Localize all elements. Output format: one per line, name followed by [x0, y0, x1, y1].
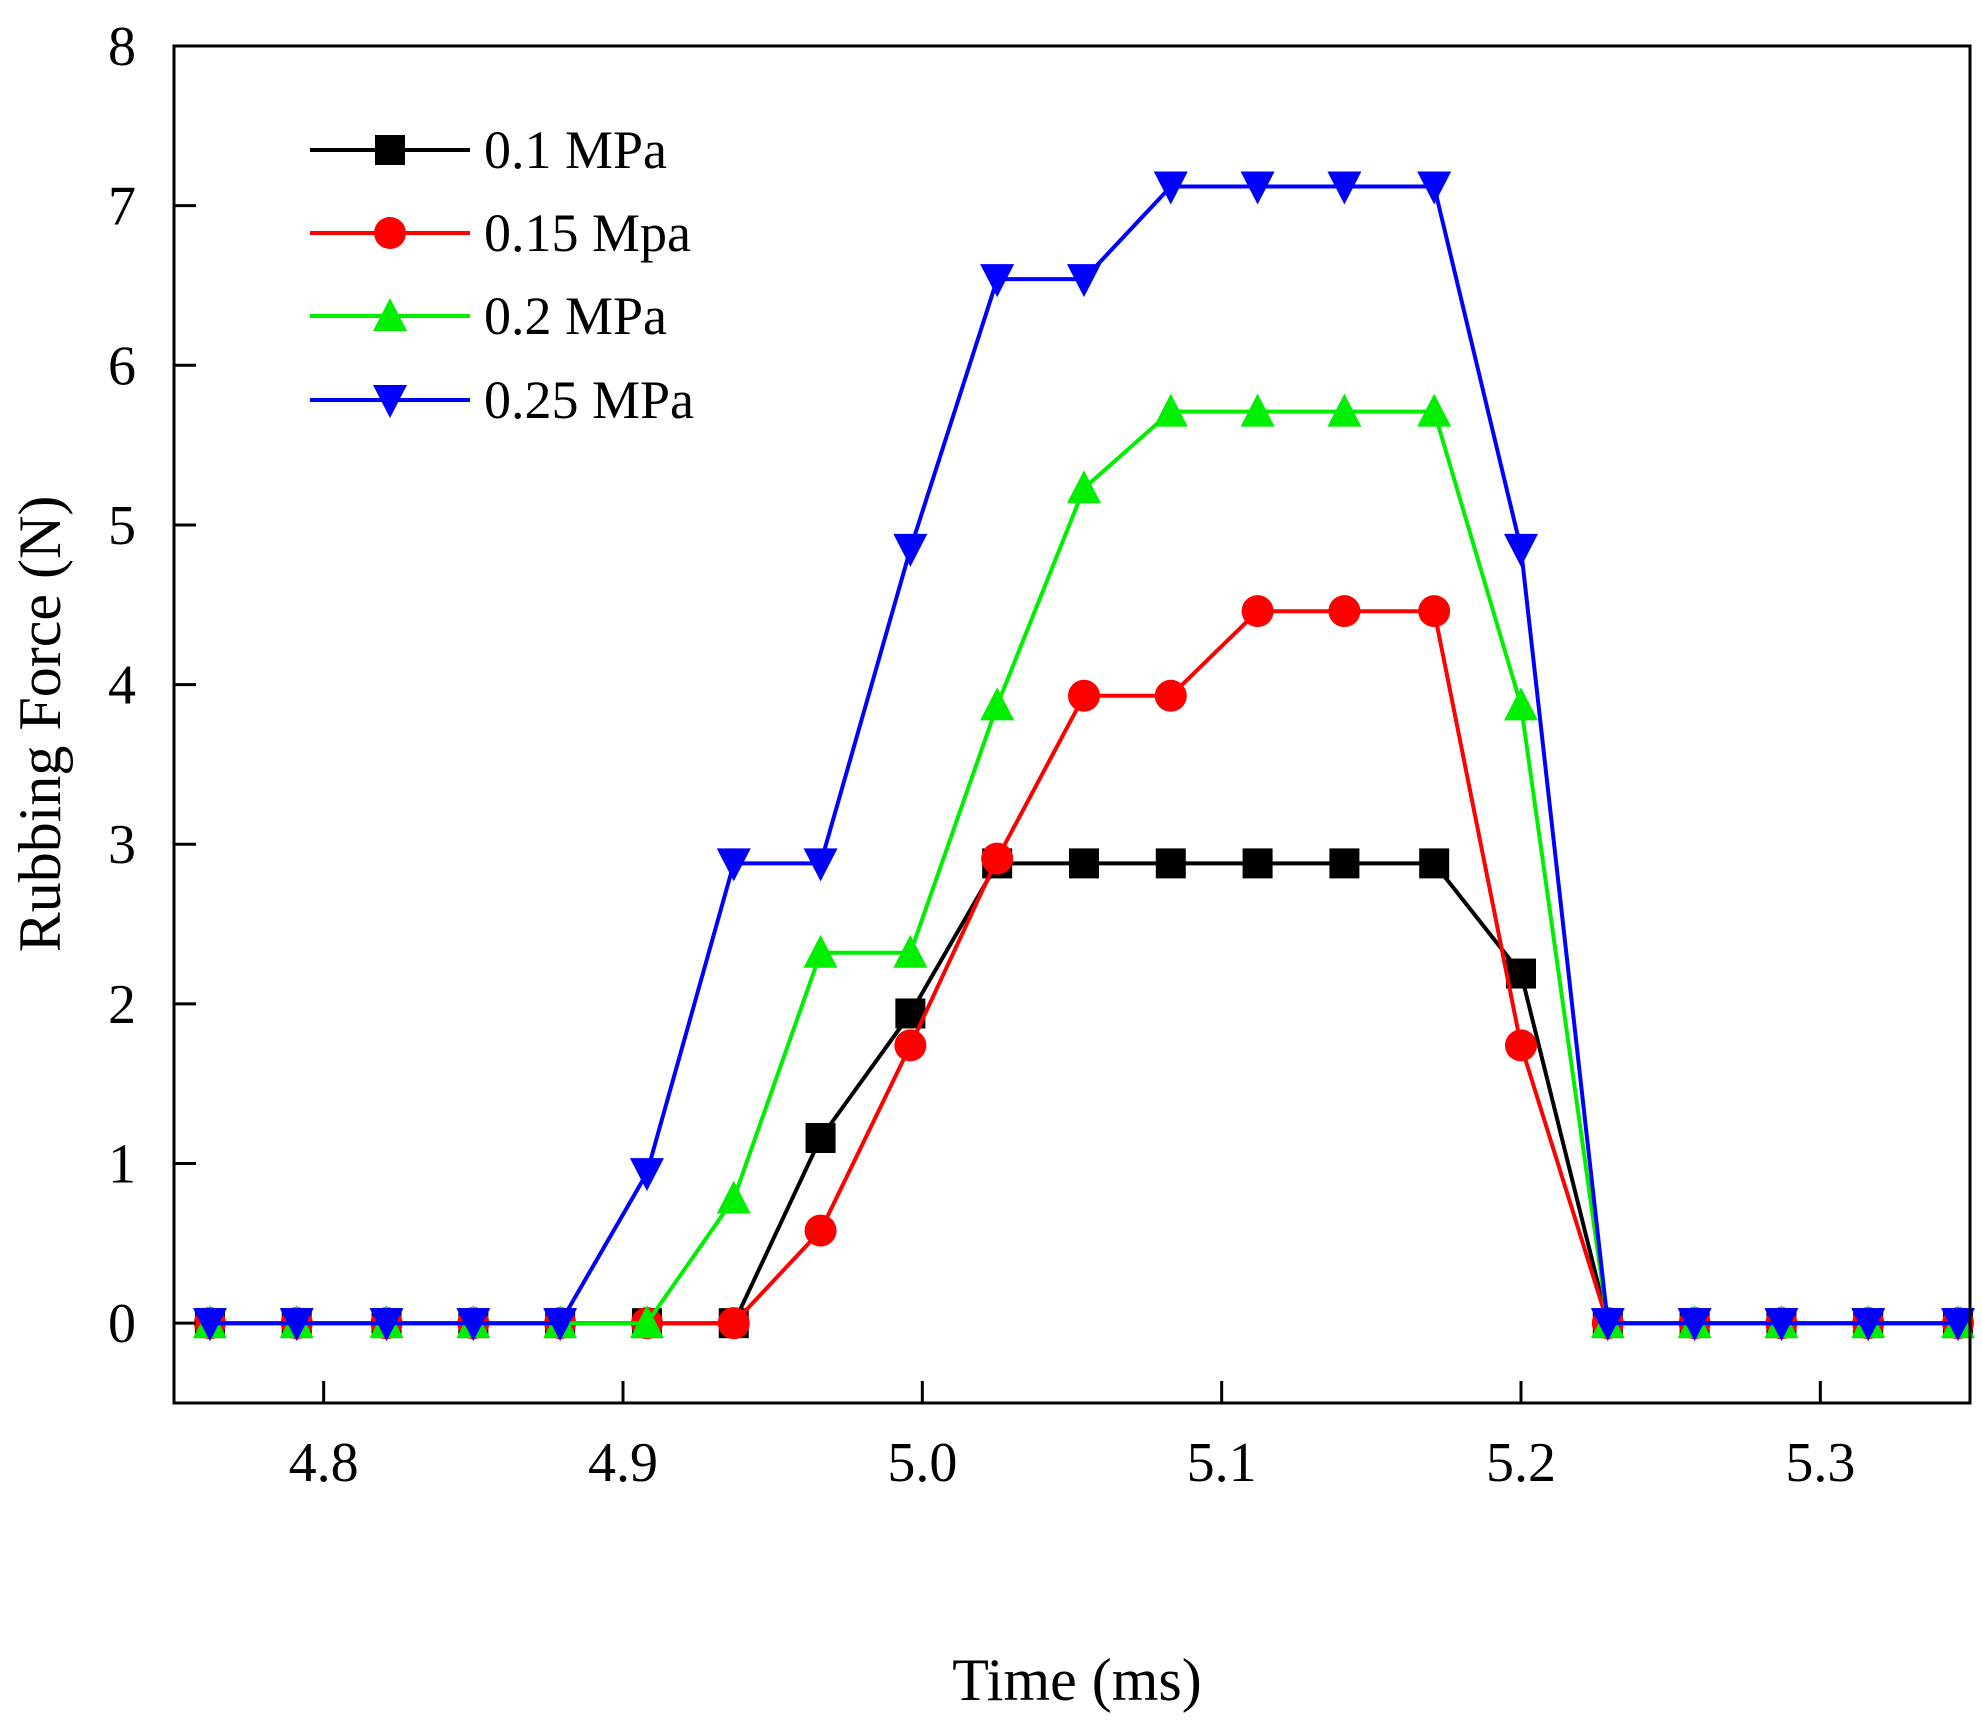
data-point — [803, 934, 838, 968]
data-point — [980, 687, 1015, 721]
data-point — [717, 1307, 750, 1340]
data-point — [1941, 1308, 1976, 1342]
legend-entry: 0.2 MPa — [310, 286, 667, 346]
data-point — [893, 934, 928, 968]
data-point — [716, 1180, 751, 1214]
data-point — [803, 848, 838, 882]
legend-label: 0.2 MPa — [484, 286, 667, 346]
data-point — [456, 1308, 491, 1342]
legend-label: 0.1 MPa — [484, 120, 667, 180]
data-point — [1418, 595, 1451, 628]
data-point — [1328, 595, 1361, 628]
x-tick-label: 5.0 — [887, 1432, 957, 1494]
data-point — [1327, 171, 1362, 205]
data-point — [1241, 595, 1274, 628]
data-point — [1764, 1308, 1799, 1342]
data-point — [980, 264, 1015, 298]
legend-marker — [373, 298, 407, 331]
data-point — [1240, 171, 1275, 205]
data-point — [1153, 171, 1188, 205]
data-point — [1068, 848, 1099, 879]
legend-entry: 0.25 MPa — [310, 370, 694, 430]
y-tick-label: 0 — [108, 1293, 136, 1355]
data-point — [543, 1308, 578, 1342]
x-axis-title: Time (ms) — [952, 1647, 1202, 1713]
data-point — [1154, 679, 1187, 712]
y-tick-label: 1 — [108, 1134, 136, 1196]
x-axis-ticks: 4.8 4.9 5.0 5.1 5.2 5.3 — [289, 1381, 1855, 1494]
data-point — [1504, 687, 1538, 721]
data-point — [1417, 393, 1452, 427]
series-layer — [192, 171, 1976, 1342]
data-point — [1590, 1308, 1625, 1342]
data-point — [192, 1308, 227, 1342]
y-tick-label: 8 — [108, 16, 136, 78]
legend-entry: 0.1 MPa — [310, 120, 667, 180]
data-point — [805, 1122, 836, 1153]
data-point — [1066, 264, 1101, 298]
legend-marker — [375, 135, 405, 165]
legend-label: 0.15 Mpa — [484, 203, 691, 263]
data-point — [1153, 393, 1188, 427]
data-point — [279, 1308, 314, 1342]
x-tick-label: 5.1 — [1187, 1432, 1257, 1494]
data-point — [1851, 1308, 1886, 1342]
data-point — [369, 1308, 404, 1342]
y-tick-label: 3 — [108, 814, 136, 876]
data-point — [629, 1305, 664, 1339]
y-tick-label: 2 — [108, 974, 136, 1036]
data-point — [1240, 393, 1275, 427]
x-tick-label: 4.9 — [588, 1432, 658, 1494]
data-point — [716, 848, 751, 882]
y-tick-label: 5 — [108, 495, 136, 557]
x-tick-label: 5.3 — [1785, 1432, 1855, 1494]
y-axis-ticks: 0 1 2 3 4 5 6 7 8 — [108, 16, 196, 1355]
y-tick-label: 7 — [108, 176, 136, 238]
data-point — [1242, 848, 1273, 879]
data-point — [1505, 1029, 1537, 1062]
data-point — [1067, 679, 1100, 712]
data-point — [894, 1029, 927, 1062]
data-point — [1417, 171, 1452, 205]
y-tick-label: 4 — [108, 655, 136, 717]
legend: 0.1 MPa 0.15 Mpa 0.2 MPa 0.25 MPa — [310, 120, 694, 430]
y-axis-title: Rubbing Force (N) — [7, 496, 73, 953]
data-point — [1327, 393, 1362, 427]
y-tick-label: 6 — [108, 335, 136, 397]
data-point — [1504, 533, 1538, 567]
x-tick-label: 5.2 — [1486, 1432, 1556, 1494]
data-point — [1506, 958, 1536, 989]
data-point — [629, 1158, 664, 1192]
data-point — [1066, 470, 1101, 504]
plot-frame — [172, 44, 1972, 1405]
data-point — [981, 842, 1014, 875]
data-point — [1155, 848, 1186, 879]
legend-marker — [373, 385, 407, 418]
legend-marker — [374, 217, 406, 249]
data-point — [893, 533, 928, 567]
data-point — [1329, 848, 1360, 879]
series-4 — [192, 171, 1976, 1342]
x-tick-label: 4.8 — [289, 1432, 359, 1494]
legend-label: 0.25 MPa — [484, 370, 694, 430]
data-point — [1677, 1308, 1712, 1342]
data-point — [1419, 848, 1450, 879]
data-point — [804, 1214, 837, 1247]
legend-entry: 0.15 Mpa — [310, 203, 691, 263]
